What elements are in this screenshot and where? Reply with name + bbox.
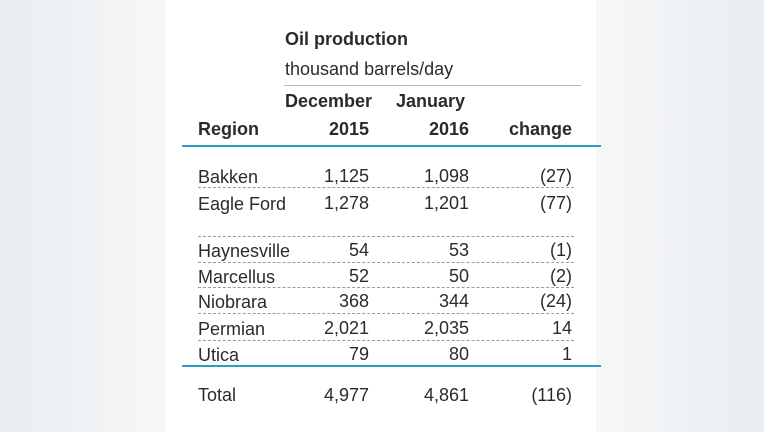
row-change: 14: [551, 318, 572, 338]
row-change: 1: [561, 344, 572, 364]
background-right: [596, 0, 764, 432]
row-dec2015: 2,021: [323, 318, 369, 338]
row-divider: [198, 262, 574, 263]
row-divider: [198, 187, 574, 188]
row-dec2015: 368: [338, 291, 369, 311]
total-divider: [182, 365, 601, 367]
row-jan2016: 80: [448, 344, 469, 364]
row-region: Eagle Ford: [198, 194, 287, 214]
row-dec2015: 54: [348, 240, 369, 260]
row-divider: [198, 313, 574, 314]
row-region: Permian: [198, 319, 266, 339]
row-change: (2): [550, 266, 572, 286]
row-change: (27): [539, 166, 572, 186]
row-change: (77): [539, 193, 572, 213]
row-dec2015: 1,278: [323, 193, 369, 213]
table-panel: [165, 0, 596, 432]
subtitle-divider: [284, 85, 581, 86]
table-subtitle: thousand barrels/day: [285, 59, 454, 79]
row-divider: [198, 287, 574, 288]
row-change: (24): [539, 291, 572, 311]
row-jan2016: 53: [448, 240, 469, 260]
row-region: Haynesville: [198, 241, 291, 261]
table-title: Oil production: [285, 29, 408, 49]
total-jan2016: 4,861: [423, 385, 469, 405]
total-label: Total: [198, 385, 237, 405]
column-header-2016: 2016: [428, 119, 469, 139]
row-region: Marcellus: [198, 267, 276, 287]
column-header-region: Region: [198, 119, 259, 139]
header-divider: [182, 145, 601, 147]
row-dec2015: 1,125: [323, 166, 369, 186]
row-dec2015: 52: [348, 266, 369, 286]
row-region: Niobrara: [198, 292, 268, 312]
row-jan2016: 1,201: [423, 193, 469, 213]
column-header-change: change: [508, 119, 572, 139]
total-dec2015: 4,977: [323, 385, 369, 405]
row-jan2016: 344: [438, 291, 469, 311]
row-jan2016: 50: [448, 266, 469, 286]
total-change: (116): [531, 385, 572, 405]
background-left: [0, 0, 165, 432]
row-jan2016: 1,098: [423, 166, 469, 186]
column-header-2015: 2015: [328, 119, 369, 139]
column-header-january: January: [396, 91, 466, 111]
row-region: Bakken: [198, 167, 259, 187]
row-change: (1): [550, 240, 572, 260]
row-region: Utica: [198, 345, 240, 365]
row-divider: [198, 340, 574, 341]
row-dec2015: 79: [348, 344, 369, 364]
row-divider: [198, 236, 574, 237]
row-jan2016: 2,035: [423, 318, 469, 338]
column-header-december: December: [285, 91, 373, 111]
